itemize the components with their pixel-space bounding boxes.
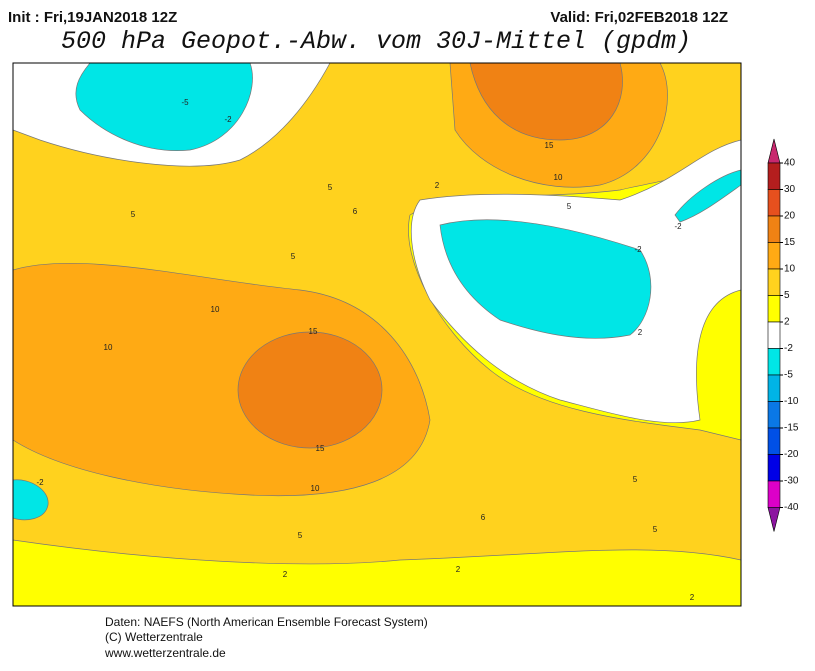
colorbar-band [767,348,781,376]
contour-label: 5 [633,475,638,484]
init-time: Init : Fri,19JAN2018 12Z [8,9,177,26]
contour-label: -2 [36,478,44,487]
contour-label: 5 [328,183,333,192]
colorbar-label: 15 [784,237,796,248]
colorbar-band [767,374,781,402]
colorbar-label: -30 [784,476,799,487]
region [674,169,741,223]
colorbar-label: 10 [784,264,796,275]
contour-label: -2 [634,245,642,254]
contour-label: 15 [309,327,318,336]
colorbar-band [767,162,781,190]
region [439,219,652,339]
colorbar-label: -15 [784,423,799,434]
colorbar-label: -5 [784,370,793,381]
contour-label: 2 [638,328,643,337]
region [469,63,623,141]
colorbar-label: 5 [784,290,790,301]
region [13,479,49,521]
contour-label: 15 [545,141,554,150]
colorbar-band [767,401,781,429]
colorbar-band [767,427,781,455]
colorbar-label: -2 [784,343,793,354]
colorbar-label: -10 [784,396,799,407]
colorbar-band [767,480,781,508]
colorbar-label: -40 [784,502,799,513]
contour-label: -2 [674,222,682,231]
contour-label: 6 [353,207,358,216]
region [75,63,253,151]
colorbar-band [767,189,781,217]
contour-label: 5 [131,210,136,219]
colorbar-band [767,242,781,270]
colorbar-label: 20 [784,211,796,222]
colorbar-band [767,321,781,349]
contour-label: 2 [456,565,461,574]
contour-label: -2 [224,115,232,124]
contour-label: 15 [316,444,325,453]
contour-label: 5 [567,202,572,211]
colorbar-label: 30 [784,184,796,195]
colorbar: 40 30 20 15 10 5 2 -2 -5 -10 -15 -20 -30 -40 [767,138,799,532]
colorbar-band [767,454,781,482]
contour-label: 10 [554,173,563,182]
colorbar-arrow [767,507,781,532]
contour-label: 5 [653,525,658,534]
contour-label: 10 [311,484,320,493]
contour-labels: -5 -2 15 10 5 2 6 5 5 5 -2 -2 10 15 10 15 10 5 2 -2 5 6 5 2 2 2 [36,98,694,602]
contour-label: 10 [211,305,220,314]
valid-time: Valid: Fri,02FEB2018 12Z [550,9,728,26]
contour-label: 5 [298,531,303,540]
map-frame [12,62,742,607]
contour-label: 5 [291,252,296,261]
colorbar-label: 2 [784,317,790,328]
map [13,63,741,606]
colorbar-band [767,215,781,243]
contour-label: 6 [481,513,486,522]
contour-label: 2 [690,593,695,602]
contour-label: 2 [283,570,288,579]
colorbar-arrow [767,138,781,164]
region [237,331,383,449]
colorbar-label: -20 [784,449,799,460]
colorbar-band [767,295,781,323]
colorbar-band [767,268,781,296]
footer-line: Daten: NAEFS (North American Ensemble Fo… [105,615,428,629]
footer-line: (C) Wetterzentrale [105,630,203,644]
contour-label: 2 [435,181,440,190]
colorbar-label: 40 [784,158,796,169]
contour-label: -5 [181,98,189,107]
footer-line: www.wetterzentrale.de [104,646,226,660]
contour-label: 10 [104,343,113,352]
map-title: 500 hPa Geopot.-Abw. vom 30J-Mittel (gpd… [61,27,691,56]
